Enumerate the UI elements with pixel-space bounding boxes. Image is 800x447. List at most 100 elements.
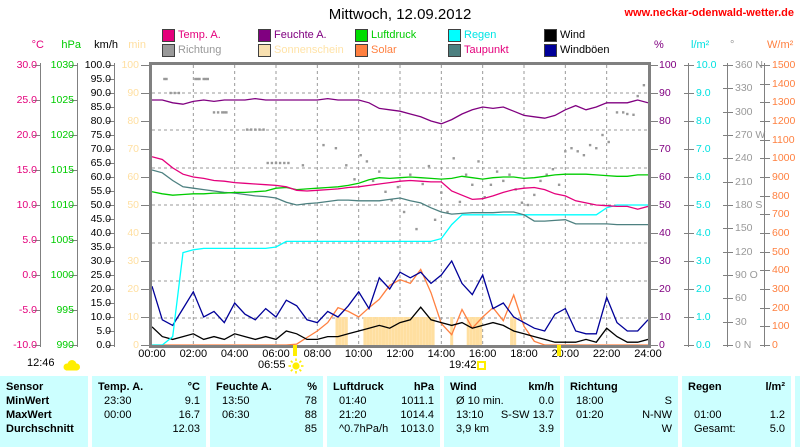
axis-tick-label: 100 bbox=[659, 59, 677, 71]
direction-dot bbox=[508, 173, 511, 176]
axis-tick bbox=[723, 181, 733, 183]
axis-tick bbox=[684, 233, 694, 234]
direction-dot bbox=[266, 161, 269, 165]
axis-tick bbox=[684, 121, 694, 122]
moon-cloud-icon bbox=[63, 360, 80, 371]
axis-tick bbox=[107, 233, 115, 234]
table-row: W bbox=[564, 422, 678, 436]
axis-tick bbox=[684, 345, 694, 346]
axis-tick-label: 40 bbox=[127, 227, 139, 239]
table-column-wind: Wind km/h Ø 10 min. 0.0 13:10 S-SW 13.7 3,9 km… bbox=[444, 376, 560, 447]
legend-swatch-solar bbox=[355, 44, 368, 57]
table-row: 12.03 bbox=[92, 422, 206, 436]
x-axis-label: 02:00 bbox=[179, 348, 208, 360]
sunshine-bar bbox=[431, 317, 435, 345]
axis-tick-label: 5.0 bbox=[696, 199, 711, 211]
direction-dot bbox=[221, 111, 224, 114]
table-row: 23:30 9.1 bbox=[92, 394, 206, 408]
direction-dot bbox=[245, 128, 249, 131]
table-row-label: Durchschnitt bbox=[6, 423, 74, 435]
table-cell-value: 16.7 bbox=[178, 409, 200, 421]
axis-tick bbox=[760, 177, 770, 178]
axis-tick bbox=[141, 289, 152, 290]
direction-dot bbox=[165, 77, 168, 81]
axis-tick bbox=[70, 205, 78, 206]
axis-tick-label: 210 bbox=[735, 175, 753, 188]
axis-header-°: ° bbox=[730, 39, 735, 51]
table-row-label: MinWert bbox=[6, 395, 50, 407]
axis-tick-label: 15.0 bbox=[16, 164, 37, 176]
sunshine-bar bbox=[409, 317, 413, 345]
axis-header-km/h: km/h bbox=[94, 39, 118, 51]
table-column-header: Luftdruck hPa bbox=[327, 380, 440, 394]
table-row-label: MaxWert bbox=[6, 409, 52, 421]
axis-tick bbox=[70, 275, 78, 276]
table-row-label: Sensor bbox=[6, 381, 44, 393]
axis-tick bbox=[760, 121, 770, 122]
legend-label-taupunkt: Taupunkt bbox=[464, 44, 509, 56]
axis-tick-label: 1020 bbox=[50, 129, 74, 141]
direction-dot bbox=[433, 218, 437, 221]
direction-dot bbox=[163, 77, 166, 81]
axis-tick-label: 80 bbox=[127, 115, 139, 127]
sunshine-bar bbox=[466, 317, 470, 345]
axis-tick-label: 60 bbox=[735, 292, 747, 305]
axis-tick-label: 90 bbox=[659, 87, 671, 99]
axis-tick bbox=[107, 135, 115, 136]
table-header-unit: % bbox=[307, 381, 317, 393]
table-cell-time: 01:00 bbox=[694, 409, 722, 421]
axis-tick bbox=[648, 65, 658, 66]
table-cell-value: 85 bbox=[304, 423, 317, 435]
axis-tick-label: 100.0 bbox=[84, 59, 111, 71]
x-axis-label: 08:00 bbox=[303, 348, 332, 360]
axis-tick-label: 10.0 bbox=[16, 199, 37, 211]
table-cell-value: S-SW 13.7 bbox=[500, 409, 554, 421]
axis-tick-label: 60 bbox=[127, 171, 139, 183]
axis-tick bbox=[70, 310, 78, 311]
table-cell-time: Gesamt: bbox=[694, 423, 736, 435]
direction-dot bbox=[601, 133, 604, 137]
direction-dot bbox=[250, 128, 253, 131]
axis-tick bbox=[107, 331, 115, 332]
axis-tick bbox=[760, 158, 770, 160]
axis-tick bbox=[107, 65, 115, 66]
table-column-header: Temp. A. °C bbox=[92, 380, 206, 394]
axis-tick bbox=[141, 177, 152, 178]
axis-tick bbox=[648, 345, 658, 346]
axis-tick bbox=[648, 317, 658, 318]
sunshine-bar bbox=[397, 317, 401, 345]
table-column-richtung: Richtung 18:00 S 01:20 N-NW W bbox=[564, 376, 678, 447]
axis-tick bbox=[760, 233, 770, 234]
legend-swatch-luftdruck bbox=[355, 29, 368, 42]
direction-dot bbox=[607, 140, 610, 144]
axis-tick-label: 6.0 bbox=[696, 171, 711, 183]
axis-tick bbox=[684, 289, 694, 290]
axis-tick bbox=[760, 65, 770, 66]
table-row: 85 bbox=[210, 422, 323, 436]
direction-dot bbox=[477, 160, 480, 163]
axis-tick bbox=[723, 345, 733, 346]
axis-tick bbox=[107, 219, 115, 220]
axis-tick bbox=[107, 317, 115, 318]
direction-dot bbox=[440, 191, 443, 194]
axis-tick-label: 300 bbox=[735, 105, 753, 118]
direction-dot bbox=[254, 128, 257, 131]
direction-dot bbox=[595, 147, 598, 150]
axis-tick-label: 30 bbox=[659, 255, 671, 267]
axis-tick-label: 0 bbox=[133, 339, 139, 351]
table-cell-value: S bbox=[664, 395, 672, 407]
table-cell-time: 01:20 bbox=[576, 409, 604, 421]
axis-tick-label: 10.0 bbox=[696, 59, 717, 71]
sunshine-bar bbox=[510, 317, 514, 345]
axis-tick bbox=[648, 205, 658, 206]
sunrise-sun-icon bbox=[288, 358, 304, 374]
axis-line-W/m² bbox=[764, 63, 765, 347]
axis-tick-label: 990 bbox=[56, 339, 74, 351]
direction-dot bbox=[588, 143, 592, 147]
direction-dot bbox=[258, 128, 261, 131]
table-cell-value: 78 bbox=[304, 395, 317, 407]
axis-tick-label: 85.0 bbox=[90, 101, 111, 113]
site-url-link[interactable]: www.neckar-odenwald-wetter.de bbox=[624, 7, 794, 19]
axis-tick bbox=[760, 195, 770, 197]
